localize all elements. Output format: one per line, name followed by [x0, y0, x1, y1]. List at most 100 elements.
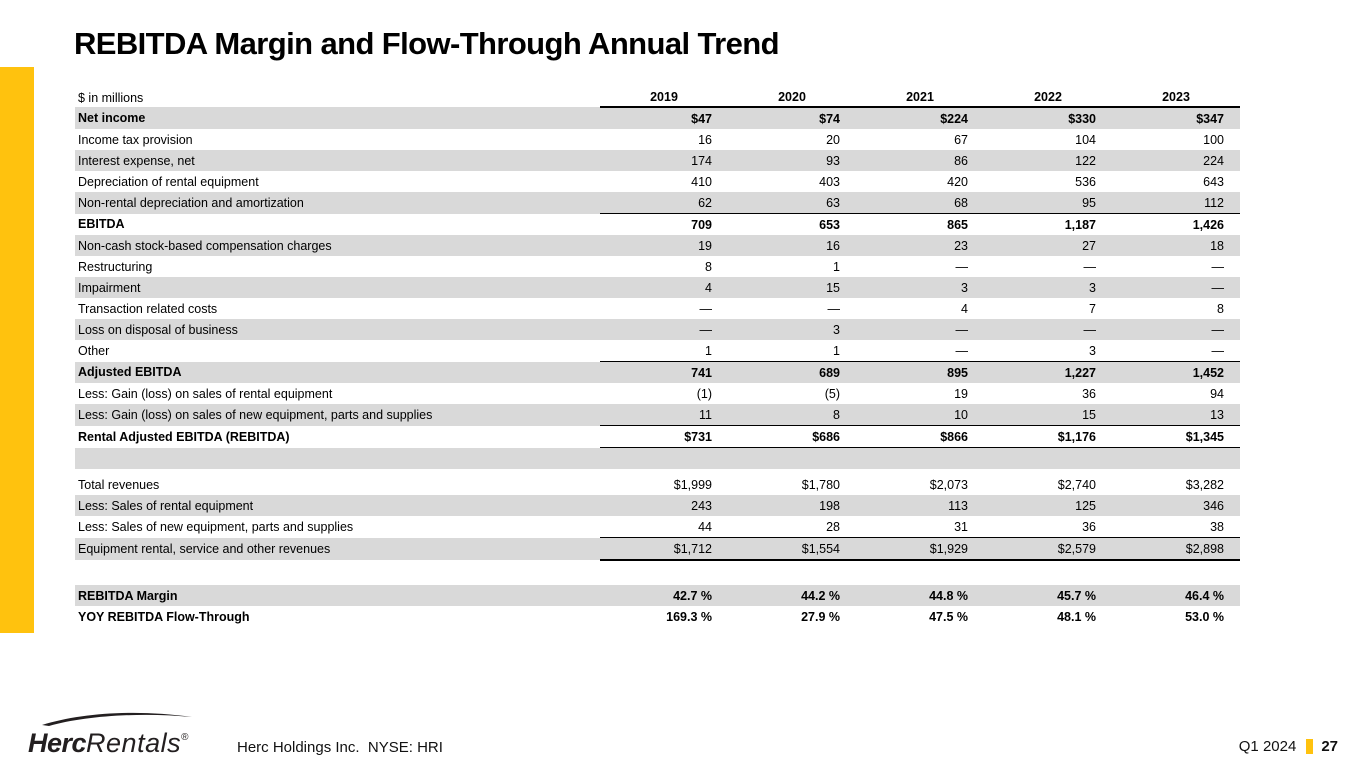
cell-value: 68: [856, 192, 984, 214]
cell-value: 94: [1210, 386, 1224, 401]
spacer-cell: [75, 447, 1240, 469]
cell-value: 4: [961, 301, 968, 316]
cell-value: 643: [1203, 174, 1224, 189]
logo-rentals-text: Rentals: [86, 728, 182, 758]
company-ticker-line: Herc Holdings Inc. NYSE: HRI: [237, 739, 443, 756]
row-label: Adjusted EBITDA: [75, 361, 600, 383]
cell-value: 1,187: [1064, 217, 1096, 232]
spacer-cell: [75, 560, 1240, 585]
table-row: Non-rental depreciation and amortization…: [75, 192, 1240, 214]
row-label: Net income: [75, 107, 600, 129]
row-label: Less: Gain (loss) on sales of new equipm…: [75, 404, 600, 426]
cell-value: —: [827, 301, 841, 316]
row-label: Less: Sales of new equipment, parts and …: [78, 519, 354, 534]
cell-value: 20: [826, 132, 840, 147]
period-label: Q1 2024: [1238, 738, 1297, 755]
cell-value: 45.7 %: [984, 585, 1112, 606]
financial-table: $ in millions 2019 2020 2021 2022 2023 N…: [75, 88, 1240, 627]
cell-value: $731: [600, 425, 728, 448]
cell-value: 44.8 %: [856, 585, 984, 606]
cell-value: 3: [728, 319, 856, 340]
cell-value: 10: [856, 404, 984, 426]
footer-pagination: Q1 2024 27: [1239, 738, 1338, 755]
cell-value: $1,554: [728, 537, 856, 561]
logo-swoosh-icon: [42, 712, 192, 726]
cell-value: $3,282: [1185, 477, 1224, 492]
row-label: Loss on disposal of business: [75, 319, 600, 340]
table-row: Less: Sales of new equipment, parts and …: [75, 516, 1240, 538]
cell-value: 67: [954, 132, 968, 147]
cell-value: $2,073: [929, 477, 968, 492]
cell-value: 224: [1112, 150, 1240, 171]
cell-value: 95: [984, 192, 1112, 214]
logo-wordmark: HercRentals®: [28, 723, 208, 758]
table-row: EBITDA 709 653 865 1,187 1,426: [75, 214, 1240, 236]
row-label: Rental Adjusted EBITDA (REBITDA): [78, 429, 290, 444]
cell-value: $1,929: [856, 537, 984, 561]
table-row: Less: Gain (loss) on sales of rental equ…: [75, 383, 1240, 404]
cell-value: 11: [600, 404, 728, 426]
row-label: Total revenues: [78, 477, 160, 492]
table-row: Depreciation of rental equipment 410 403 42…: [75, 171, 1240, 192]
cell-value: 36: [1082, 386, 1096, 401]
cell-value: 1: [728, 340, 856, 362]
cell-value: —: [984, 319, 1112, 340]
cell-value: 93: [728, 150, 856, 171]
spacer-row: [75, 560, 1240, 585]
cell-value: 46.4 %: [1112, 585, 1240, 606]
table-row: Loss on disposal of business —3— — —: [75, 319, 1240, 340]
cell-value: 113: [856, 495, 984, 516]
table-row: YOY REBITDA Flow-Through 169.3 % 27.9 % 47.…: [75, 606, 1240, 627]
cell-value: $686: [728, 425, 856, 448]
cell-value: 27.9 %: [801, 609, 840, 624]
row-label: Restructuring: [78, 259, 153, 274]
cell-value: 3: [856, 277, 984, 298]
cell-value: (5): [824, 386, 840, 401]
table-row: Less: Gain (loss) on sales of new equipm…: [75, 404, 1240, 426]
cell-value: 3: [984, 277, 1112, 298]
row-label: Depreciation of rental equipment: [78, 174, 259, 189]
year-header-2019: 2019: [600, 88, 728, 108]
cell-value: 100: [1203, 132, 1224, 147]
cell-value: 15: [984, 404, 1112, 426]
cell-value: (1): [696, 386, 712, 401]
year-header-2020: 2020: [728, 88, 856, 108]
cell-value: 4: [600, 277, 728, 298]
table-row: Impairment 4 15 3 3—: [75, 277, 1240, 298]
cell-value: $224: [856, 107, 984, 129]
cell-value: 36: [984, 516, 1112, 538]
cell-value: 15: [728, 277, 856, 298]
table-header-row: $ in millions 2019 2020 2021 2022 2023: [75, 88, 1240, 108]
cell-value: $2,740: [1057, 477, 1096, 492]
table-row: Income tax provision 16 20 67 104 100: [75, 129, 1240, 150]
rebitda-table: $ in millions 2019 2020 2021 2022 2023 N…: [75, 88, 1240, 627]
cell-value: 27: [984, 235, 1112, 256]
cell-value: 19: [954, 386, 968, 401]
cell-value: $2,898: [1112, 537, 1240, 561]
cell-value: 403: [819, 174, 840, 189]
table-row: Interest expense, net 174 93 86 122 224: [75, 150, 1240, 171]
cell-value: 8: [728, 404, 856, 426]
cell-value: 420: [947, 174, 968, 189]
cell-value: —: [1211, 259, 1225, 274]
row-label: EBITDA: [78, 217, 125, 232]
page-title: REBITDA Margin and Flow-Through Annual T…: [74, 26, 780, 61]
cell-value: 1: [833, 259, 840, 274]
cell-value: 709: [691, 217, 712, 232]
cell-value: —: [1112, 340, 1240, 362]
cell-value: 1,426: [1192, 217, 1224, 232]
cell-value: 8: [1217, 301, 1224, 316]
table-row: Equipment rental, service and other reve…: [75, 537, 1240, 561]
cell-value: 198: [728, 495, 856, 516]
cell-value: 8: [705, 259, 712, 274]
cell-value: $1,176: [984, 425, 1112, 448]
herc-rentals-logo: HercRentals®: [28, 711, 208, 758]
table-row: REBITDA Margin 42.7 % 44.2 % 44.8 % 45.7 % 46…: [75, 585, 1240, 606]
spacer-row-shaded: [75, 447, 1240, 469]
year-header-2023: 2023: [1112, 88, 1240, 108]
table-row: Less: Sales of rental equipment 243 198 113…: [75, 495, 1240, 516]
cell-value: —: [955, 259, 969, 274]
cell-value: 18: [1112, 235, 1240, 256]
cell-value: 13: [1112, 404, 1240, 426]
row-label: Transaction related costs: [78, 301, 218, 316]
